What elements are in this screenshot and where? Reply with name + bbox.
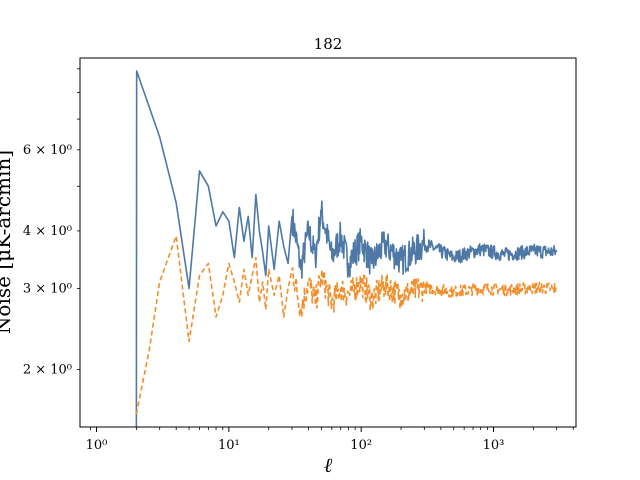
x-tick-label: 10⁰ bbox=[86, 438, 108, 453]
x-tick-label: 10² bbox=[350, 438, 372, 453]
x-tick-label: 10³ bbox=[483, 438, 505, 453]
chart-title: 182 bbox=[314, 35, 343, 53]
series-line-1 bbox=[135, 70, 558, 428]
tick-layer: 10⁰ 10¹ 10² 10³ 2 × 10⁰ 3 × 10⁰ 4 × 10⁰ 6 × 10⁰ bbox=[23, 68, 574, 453]
y-tick-label: 4 × 10⁰ bbox=[23, 224, 72, 239]
x-tick-label: 10¹ bbox=[218, 438, 240, 453]
y-axis-label: Noise [μK-arcmin] bbox=[0, 150, 15, 334]
y-tick-label: 2 × 10⁰ bbox=[23, 362, 72, 377]
x-axis-label: ℓ bbox=[324, 453, 333, 477]
series-line-2 bbox=[135, 235, 558, 415]
plot-frame bbox=[79, 57, 577, 428]
y-tick-label: 3 × 10⁰ bbox=[23, 281, 72, 296]
y-tick-label: 6 × 10⁰ bbox=[23, 143, 72, 158]
series-layer bbox=[135, 70, 558, 428]
